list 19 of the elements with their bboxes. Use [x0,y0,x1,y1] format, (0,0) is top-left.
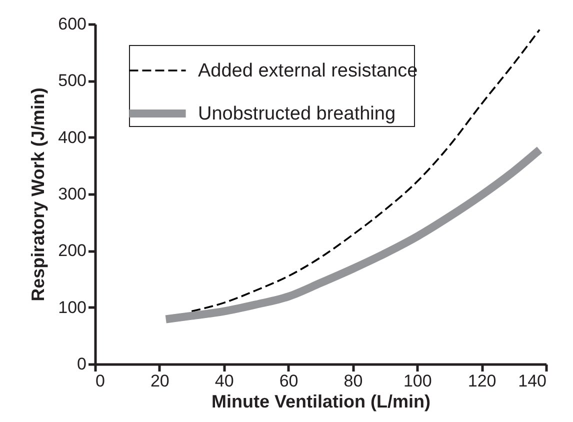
x-tick-label: 100 [403,372,432,390]
legend-label: Unobstructed breathing [198,104,396,124]
y-tick-label: 400 [58,128,86,147]
x-tick-label: 120 [468,372,496,390]
x-axis-title: Minute Ventilation (L/min) [212,392,430,412]
y-tick-label: 500 [58,71,86,90]
y-tick-label: 300 [58,184,86,204]
x-tick-label: 60 [279,372,298,390]
x-tick-label: 0 [96,372,105,390]
line-series [190,28,540,312]
x-tick-label: 20 [150,372,170,390]
x-tick-label: 80 [344,372,363,390]
y-tick-label: 200 [58,241,86,260]
y-tick-label: 600 [58,14,86,34]
y-tick-label: 0 [77,354,86,374]
y-axis-title: Respiratory Work (J/min) [28,88,48,302]
x-tick-label: 40 [214,372,234,390]
y-tick-label: 100 [58,298,86,317]
x-tick-label: 140 [518,372,546,390]
